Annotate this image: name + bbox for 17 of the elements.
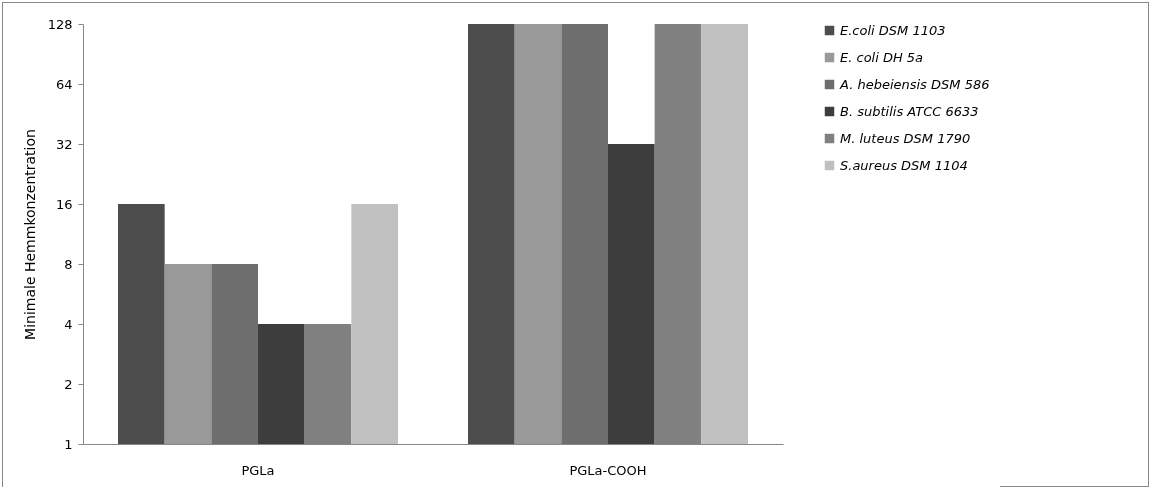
legend-label: E. coli DH 5a [840, 49, 924, 65]
legend-label: M. luteus DSM 1790 [840, 130, 971, 146]
y-tick-label: 16 [55, 196, 73, 212]
y-tick-label: 128 [47, 16, 73, 32]
y-axis-title: Minimale Hemmkonzentration [21, 129, 38, 340]
x-tick-label: PGLa [241, 462, 275, 478]
legend-label: B. subtilis ATCC 6633 [840, 103, 979, 119]
legend-label: S.aureus DSM 1104 [840, 157, 968, 173]
y-tick-label: 2 [64, 376, 73, 392]
legend-label: E.coli DSM 1103 [840, 22, 946, 38]
y-tick-label: 64 [55, 76, 73, 92]
y-tick-label: 8 [64, 256, 73, 272]
x-tick-label: PGLa-COOH [569, 462, 647, 478]
y-tick-label: 1 [64, 436, 73, 452]
legend-label: A. hebeiensis DSM 586 [839, 76, 990, 92]
y-tick-label: 4 [64, 316, 73, 332]
y-tick-label: 32 [55, 136, 73, 152]
